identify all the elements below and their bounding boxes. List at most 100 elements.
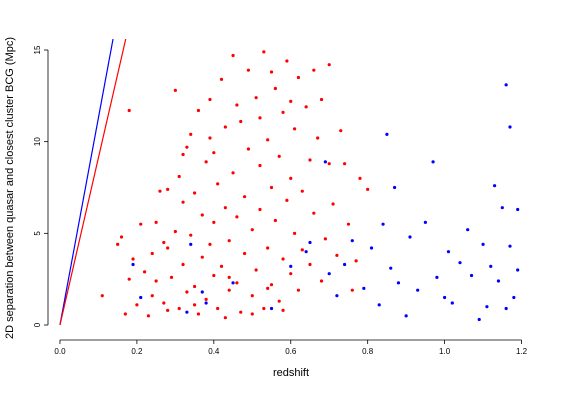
point bbox=[350, 239, 354, 243]
point bbox=[177, 306, 181, 311]
point bbox=[323, 160, 327, 164]
point bbox=[208, 136, 212, 140]
point bbox=[162, 301, 166, 305]
point bbox=[166, 187, 170, 191]
point bbox=[489, 264, 493, 268]
point bbox=[416, 288, 420, 292]
point bbox=[212, 151, 216, 155]
point bbox=[258, 116, 262, 120]
point bbox=[250, 294, 254, 298]
point bbox=[185, 310, 189, 314]
point bbox=[377, 303, 381, 307]
x-tick-label: 0.8 bbox=[362, 347, 374, 356]
point bbox=[385, 132, 389, 136]
point bbox=[142, 270, 147, 274]
point bbox=[331, 202, 335, 206]
y-axis-label: 2D separation between quasar and closest… bbox=[4, 37, 16, 339]
x-tick-label: 0.6 bbox=[285, 347, 297, 356]
point bbox=[269, 283, 274, 287]
point bbox=[423, 220, 427, 224]
point bbox=[273, 218, 277, 223]
point bbox=[339, 129, 343, 133]
point bbox=[154, 279, 158, 283]
point bbox=[235, 103, 239, 107]
point bbox=[343, 162, 347, 166]
point bbox=[485, 305, 489, 309]
y-tick-label: 10 bbox=[33, 137, 42, 146]
point bbox=[119, 235, 124, 239]
point bbox=[200, 255, 204, 259]
point bbox=[169, 275, 174, 279]
point bbox=[131, 257, 135, 261]
point bbox=[273, 86, 277, 91]
point bbox=[200, 290, 204, 294]
point bbox=[154, 220, 158, 224]
point bbox=[496, 279, 501, 283]
point bbox=[204, 301, 208, 305]
point bbox=[212, 273, 216, 278]
point bbox=[504, 306, 508, 311]
point bbox=[173, 229, 177, 234]
point bbox=[196, 312, 201, 316]
point bbox=[100, 294, 104, 298]
point bbox=[435, 275, 439, 279]
point bbox=[512, 295, 516, 300]
point bbox=[266, 286, 270, 290]
point bbox=[500, 206, 504, 210]
point bbox=[146, 314, 151, 318]
point bbox=[346, 222, 351, 226]
point bbox=[254, 96, 258, 100]
point bbox=[304, 250, 308, 254]
point bbox=[358, 176, 362, 180]
point bbox=[223, 316, 227, 320]
point bbox=[239, 310, 243, 314]
point bbox=[189, 132, 193, 136]
point bbox=[443, 295, 447, 300]
point bbox=[269, 70, 274, 74]
point bbox=[192, 284, 197, 289]
point bbox=[212, 220, 216, 224]
point bbox=[308, 158, 312, 162]
point bbox=[481, 242, 485, 246]
point bbox=[446, 250, 451, 254]
point bbox=[166, 246, 170, 250]
point bbox=[493, 184, 497, 188]
point bbox=[189, 233, 193, 237]
point bbox=[258, 163, 262, 168]
point bbox=[508, 125, 512, 129]
point bbox=[319, 97, 324, 102]
y-tick-label: 0 bbox=[33, 322, 42, 327]
point bbox=[231, 281, 235, 285]
point bbox=[227, 275, 231, 279]
point bbox=[246, 68, 251, 72]
point bbox=[362, 286, 366, 290]
point bbox=[450, 301, 454, 305]
point bbox=[327, 63, 331, 67]
point bbox=[242, 251, 247, 256]
point bbox=[235, 281, 239, 285]
point bbox=[269, 306, 274, 311]
point bbox=[185, 290, 189, 294]
point bbox=[196, 108, 201, 113]
point bbox=[150, 294, 154, 298]
point bbox=[266, 138, 270, 142]
point bbox=[235, 215, 239, 219]
point bbox=[335, 294, 339, 298]
point bbox=[277, 299, 281, 303]
point bbox=[431, 160, 435, 164]
x-tick-label: 0.2 bbox=[131, 347, 143, 356]
point bbox=[181, 200, 185, 204]
point bbox=[292, 231, 297, 235]
point bbox=[350, 288, 354, 292]
point bbox=[258, 207, 262, 212]
point bbox=[135, 303, 139, 307]
point bbox=[508, 244, 512, 248]
point bbox=[304, 105, 308, 109]
point bbox=[292, 127, 297, 131]
point bbox=[177, 174, 181, 179]
point bbox=[466, 228, 470, 232]
point bbox=[366, 187, 370, 191]
point bbox=[281, 110, 285, 114]
point bbox=[231, 171, 235, 175]
